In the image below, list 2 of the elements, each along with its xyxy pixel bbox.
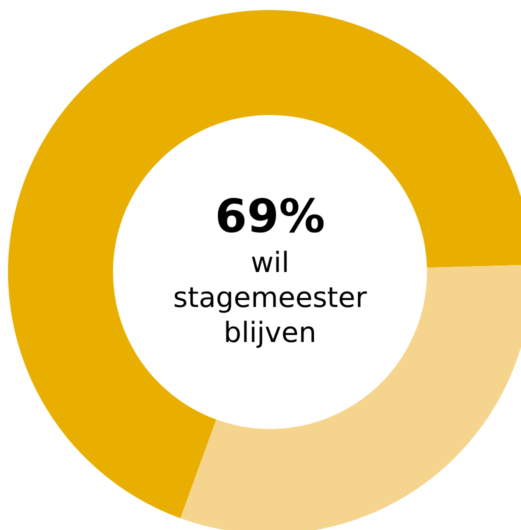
data-label: 69% — [214, 189, 326, 243]
text: wil stagemeester blijven — [173, 246, 368, 349]
